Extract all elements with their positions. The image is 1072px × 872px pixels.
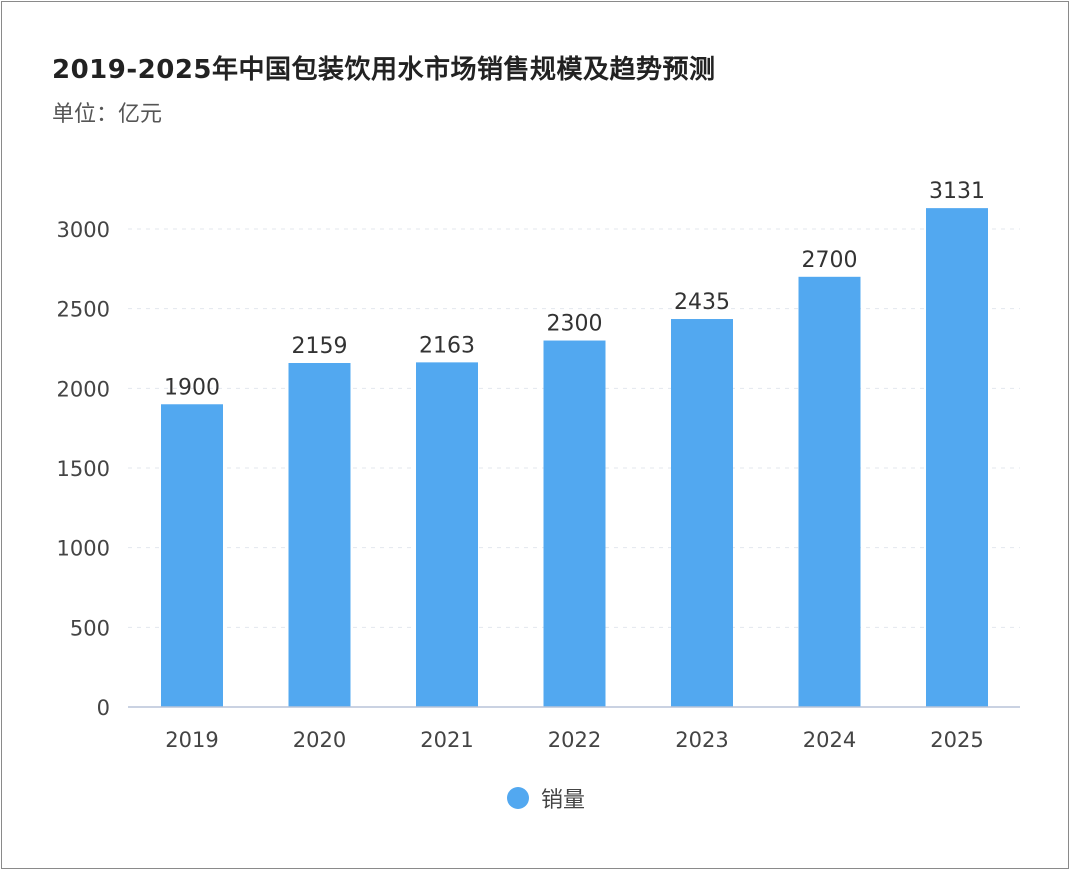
x-tick-label: 2021 — [420, 728, 473, 752]
bar-2021[interactable] — [416, 362, 478, 707]
x-tick-label: 2024 — [803, 728, 856, 752]
bar-2023[interactable] — [671, 319, 733, 707]
y-tick-label: 500 — [70, 616, 110, 640]
y-tick-label: 1500 — [57, 457, 110, 481]
y-tick-label: 1000 — [57, 537, 110, 561]
data-label-2023: 2435 — [674, 290, 730, 315]
bar-2019[interactable] — [161, 404, 223, 707]
legend-swatch-icon — [506, 787, 529, 809]
x-tick-label: 2022 — [548, 728, 601, 752]
x-tick-label: 2020 — [293, 728, 346, 752]
data-label-2025: 3131 — [929, 179, 985, 204]
bar-2024[interactable] — [798, 276, 861, 707]
legend-label: 销量 — [540, 788, 585, 813]
y-tick-label: 3000 — [57, 218, 110, 242]
x-axis-ticks: 2019 2020 2021 2022 2023 2024 2025 — [165, 728, 983, 752]
chart-title: 2019-2025年中国包装饮用水市场销售规模及趋势预测 — [52, 55, 716, 85]
bar-2022[interactable] — [543, 340, 606, 707]
y-tick-label: 0 — [97, 696, 110, 720]
chart-subtitle: 单位：亿元 — [52, 102, 163, 127]
data-label-2024: 2700 — [802, 248, 858, 273]
data-label-2020: 2159 — [292, 334, 348, 359]
x-tick-label: 2025 — [930, 728, 983, 752]
data-label-2019: 1900 — [164, 375, 220, 400]
bar-2025[interactable] — [926, 208, 988, 708]
data-label-2021: 2163 — [419, 333, 475, 358]
y-axis-ticks: 0 500 1000 1500 2000 2500 3000 — [57, 218, 110, 720]
bars — [161, 208, 988, 708]
y-tick-label: 2000 — [57, 377, 110, 401]
data-label-2022: 2300 — [547, 312, 603, 337]
x-tick-label: 2019 — [165, 728, 218, 752]
legend: 销量 — [0, 782, 1072, 815]
legend-item[interactable]: 销量 — [506, 782, 585, 814]
x-tick-label: 2023 — [675, 728, 728, 752]
data-labels: 1900 2159 2163 2300 2435 2700 3131 — [164, 179, 985, 400]
bar-2020[interactable] — [288, 362, 351, 707]
y-tick-label: 2500 — [57, 298, 110, 322]
